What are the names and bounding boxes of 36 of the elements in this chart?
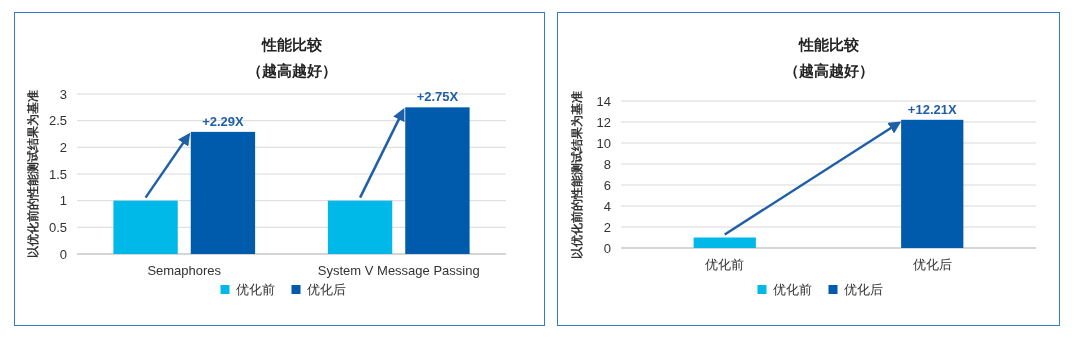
chart-subtitle: （越高越好） [246, 62, 337, 79]
y-tick-label: 4 [603, 198, 611, 214]
y-tick-label: 8 [603, 156, 611, 172]
x-tick-label: 优化前 [705, 257, 745, 272]
x-tick-label: System V Message Passing [317, 263, 480, 278]
y-tick-label: 0.5 [48, 219, 67, 235]
y-axis-title: 以优化前的性能测试结果为基准 [570, 90, 584, 259]
annotation: +2.29X [202, 113, 245, 129]
y-tick-label: 0 [603, 240, 611, 256]
annotation: +2.75X [416, 89, 459, 105]
bar [405, 107, 470, 254]
legend-label: 优化后 [843, 282, 883, 297]
legend-label: 优化前 [235, 282, 275, 297]
y-tick-label: 2 [59, 139, 67, 155]
y-axis-title: 以优化前的性能测试结果为基准 [26, 90, 40, 258]
y-tick-label: 12 [596, 114, 611, 130]
legend-label: 优化后 [306, 282, 346, 297]
annotation: +12.21X [907, 101, 957, 117]
bar [327, 200, 393, 254]
chart-subtitle: （越高越好） [783, 62, 874, 79]
chart-title: 性能比较 [260, 36, 323, 53]
x-tick-label: 优化后 [912, 257, 952, 272]
y-tick-label: 2.5 [48, 113, 67, 129]
bar [190, 131, 256, 254]
y-tick-label: 14 [596, 93, 611, 109]
chart-title: 性能比较 [797, 36, 860, 53]
y-tick-label: 1.5 [48, 166, 67, 182]
x-tick-label: Semaphores [147, 263, 222, 278]
y-tick-label: 1 [59, 193, 67, 209]
y-tick-label: 10 [596, 135, 611, 151]
y-tick-label: 3 [59, 86, 67, 102]
legend-label: 优化前 [772, 282, 812, 297]
y-tick-label: 2 [603, 219, 611, 235]
y-tick-label: 0 [59, 246, 67, 262]
y-tick-label: 6 [603, 177, 611, 193]
bar [113, 200, 178, 254]
